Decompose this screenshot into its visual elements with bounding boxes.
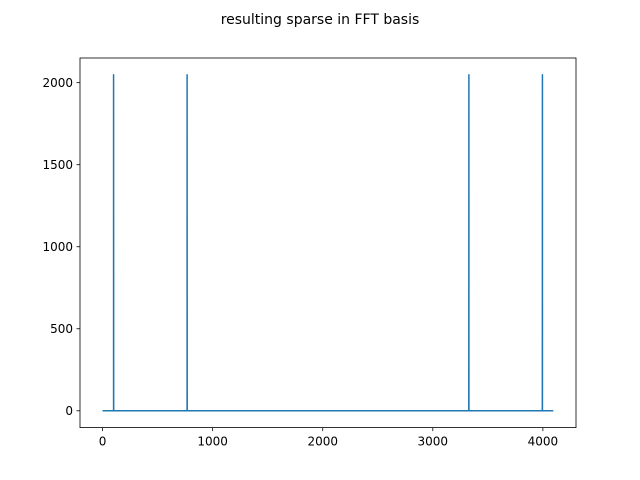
y-tick-label: 1000 [42,240,73,254]
x-axis: 0 1000 2000 3000 4000 [99,427,559,449]
x-tick-label: 1000 [197,435,228,449]
y-tick-label: 0 [65,404,73,418]
chart-title: resulting sparse in FFT basis [221,12,420,28]
x-tick-label: 2000 [307,435,338,449]
y-tick-label: 500 [50,322,73,336]
y-tick-label: 1500 [42,158,73,172]
x-tick-label: 3000 [418,435,449,449]
y-tick-label: 2000 [42,76,73,90]
x-tick-label: 0 [99,435,107,449]
x-tick-label: 4000 [528,435,559,449]
y-axis: 0 500 1000 1500 2000 [42,76,80,418]
series-line-0 [102,74,554,412]
axes-frame [79,57,577,429]
plot-area [102,74,554,412]
